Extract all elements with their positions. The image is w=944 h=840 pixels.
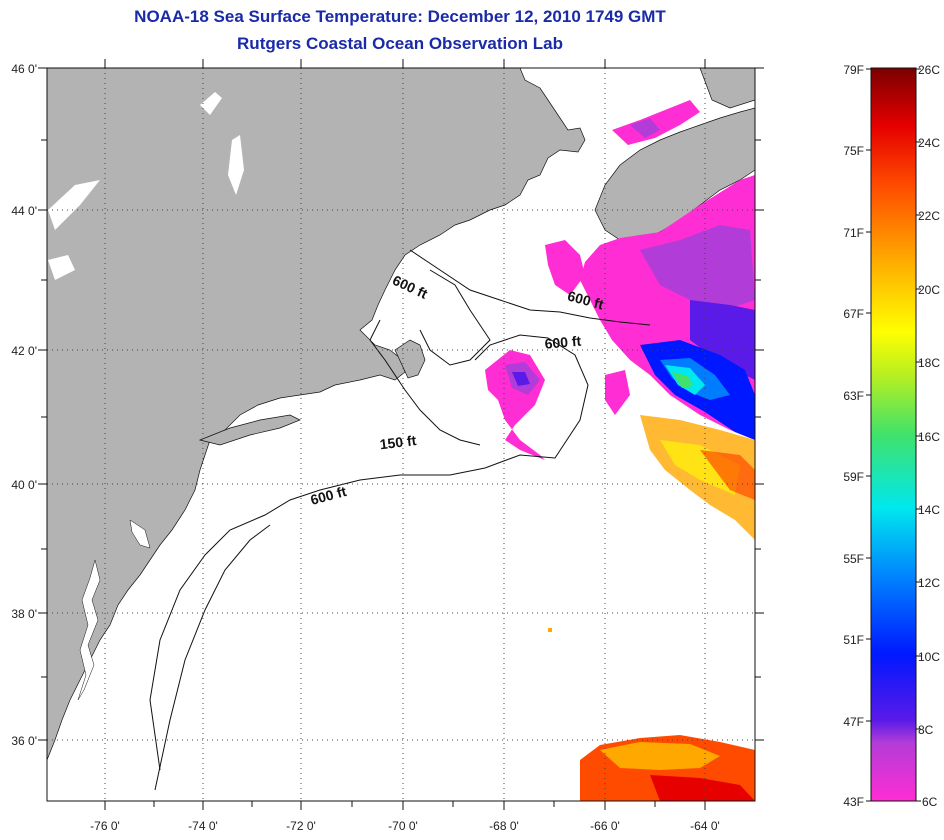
cb-f-63: 63F	[843, 389, 864, 403]
water-chesapeake	[77, 559, 101, 701]
land-cape-breton	[699, 68, 755, 109]
lon-label-72: -72 0'	[286, 819, 316, 833]
lake-2	[228, 135, 244, 195]
sst-data-layer	[485, 100, 755, 801]
cb-c-24: 24C	[918, 136, 940, 150]
cb-c-20: 20C	[918, 283, 940, 297]
lat-label-40: 40 0'	[11, 478, 37, 492]
cb-c-22: 22C	[918, 209, 940, 223]
cb-c-18: 18C	[918, 356, 940, 370]
contour-label-150: 150 ft	[379, 432, 418, 452]
lat-label-38: 38 0'	[11, 607, 37, 621]
cb-c-14: 14C	[918, 503, 940, 517]
contour-label-600-georges: 600 ft	[544, 333, 582, 352]
axis-ticks	[38, 59, 764, 810]
cb-f-51: 51F	[843, 633, 864, 647]
cb-c-6: 6C	[922, 795, 938, 809]
cb-f-67: 67F	[843, 307, 864, 321]
cb-c-10: 10C	[918, 650, 940, 664]
grid-lines	[47, 68, 755, 801]
lat-label-42: 42 0'	[11, 344, 37, 358]
cb-f-75: 75F	[843, 144, 864, 158]
lon-label-74: -74 0'	[188, 819, 218, 833]
lon-label-68: -68 0'	[489, 819, 519, 833]
map-subtitle: Rutgers Coastal Ocean Observation Lab	[237, 34, 563, 53]
cb-f-79: 79F	[843, 63, 864, 77]
land-long-island	[198, 414, 301, 446]
cb-f-47: 47F	[843, 715, 864, 729]
cb-f-43: 43F	[843, 795, 864, 809]
water-delaware-bay	[129, 519, 151, 549]
cb-c-8: 8C	[918, 723, 934, 737]
lake-4	[48, 255, 75, 280]
lat-label-46: 46 0'	[11, 62, 37, 76]
map-frame	[46, 67, 756, 802]
cb-c-16: 16C	[918, 430, 940, 444]
lake-3	[48, 180, 100, 230]
lon-label-70: -70 0'	[388, 819, 418, 833]
lon-label-66: -66 0'	[590, 819, 620, 833]
lat-label-36: 36 0'	[11, 734, 37, 748]
lat-label-44: 44 0'	[11, 204, 37, 218]
cb-f-71: 71F	[843, 226, 864, 240]
colorbar	[870, 67, 917, 802]
cb-f-55: 55F	[843, 552, 864, 566]
map-title: NOAA-18 Sea Surface Temperature: Decembe…	[134, 7, 666, 26]
cb-c-26: 26C	[918, 63, 940, 77]
cb-f-59: 59F	[843, 470, 864, 484]
cb-c-12: 12C	[918, 576, 940, 590]
lon-label-64: -64 0'	[690, 819, 720, 833]
lake-1	[200, 92, 222, 115]
bathymetry-contours	[149, 249, 651, 791]
lon-label-76: -76 0'	[90, 819, 120, 833]
colorbar-ticks	[866, 68, 921, 802]
